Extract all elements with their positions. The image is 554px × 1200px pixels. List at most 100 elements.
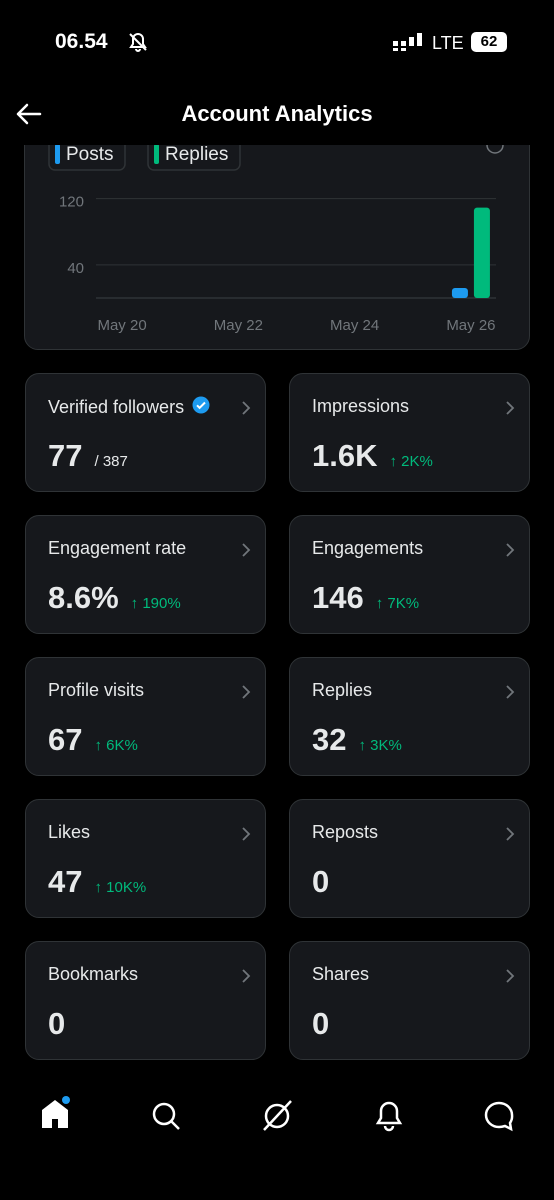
card-value: 0	[312, 1006, 329, 1042]
stat-card[interactable]: Bookmarks 0	[25, 941, 266, 1060]
card-value-text: 67	[48, 722, 83, 757]
chevron	[241, 968, 251, 989]
card-label-text: Likes	[48, 822, 91, 842]
stat-card[interactable]: Engagement rate 8.6% ↑ 190%	[25, 515, 266, 634]
card-value: 67 ↑ 6K%	[48, 722, 138, 758]
chevron	[505, 400, 515, 421]
card-label-text: Engagement rate	[48, 538, 187, 558]
card-label-text: Bookmarks	[48, 964, 139, 984]
chevron	[505, 542, 515, 563]
home-tab[interactable]	[42, 1096, 70, 1128]
card-label-text: Shares	[312, 964, 370, 984]
card-value-text: 1.6K	[312, 438, 378, 473]
stat-card[interactable]: Impressions 1.6K ↑ 2K%	[289, 373, 530, 492]
card-label-text: Profile visits	[48, 680, 145, 700]
chevron	[505, 826, 515, 847]
card-value-text: 8.6%	[48, 580, 119, 615]
card-label: Shares	[312, 964, 369, 985]
legend-item	[148, 138, 240, 170]
card-label: Likes	[48, 822, 90, 843]
notifications-tab[interactable]	[375, 1101, 403, 1132]
card-value: 0	[48, 1006, 65, 1042]
x-tick-label: May 22	[214, 317, 263, 334]
card-value: 32 ↑ 3K%	[312, 722, 402, 758]
card-change: ↑ 7K%	[375, 595, 420, 612]
legend-item	[49, 138, 125, 170]
stat-card[interactable]: Likes 47 ↑ 10K%	[25, 799, 266, 918]
y-tick-label: 40	[67, 260, 84, 277]
card-label: Reposts	[312, 822, 378, 843]
card-total: / 387	[94, 453, 128, 470]
card-value-text: 32	[312, 722, 347, 757]
chart-card	[24, 110, 530, 350]
card-value-text: 0	[48, 1006, 66, 1041]
stat-card[interactable]: Reposts 0	[289, 799, 530, 918]
stat-card[interactable]: Replies 32 ↑ 3K%	[289, 657, 530, 776]
legend-swatch	[55, 144, 60, 164]
x-tick-label: May 20	[97, 317, 146, 334]
card-label-text: Impressions	[312, 396, 410, 416]
legend-swatch	[154, 144, 159, 164]
legend: Posts Replies	[0, 138, 554, 178]
card-label: Engagements	[312, 538, 423, 559]
network-label: LTE	[432, 33, 464, 53]
card-label: Engagement rate	[48, 538, 186, 559]
y-tick-label: 120	[59, 194, 84, 211]
chevron	[505, 684, 515, 705]
status-time: 06.54	[55, 30, 108, 53]
signal-icon	[393, 33, 422, 51]
chart: 40 120 May 20 May 22 May 24 May 26	[59, 136, 504, 334]
legend-label: Posts	[66, 144, 114, 165]
chevron	[505, 968, 515, 989]
stat-card[interactable]: Shares 0	[289, 941, 530, 1060]
card-label: Impressions	[312, 396, 409, 417]
stat-card[interactable]: Engagements 146 ↑ 7K%	[289, 515, 530, 634]
grok-tab[interactable]	[263, 1100, 292, 1131]
card-change: ↑ 6K%	[94, 737, 138, 754]
card-label: Replies	[312, 680, 372, 701]
card-label-text: Engagements	[312, 538, 424, 558]
card-label-text: Reposts	[312, 822, 379, 842]
x-tick-label: May 26	[446, 317, 495, 334]
card-label: Profile visits	[48, 680, 144, 701]
bar	[473, 207, 490, 298]
messages-tab[interactable]	[484, 1101, 514, 1132]
card-value-text: 146	[312, 580, 364, 615]
mute-icon	[129, 32, 147, 52]
card-change: ↑ 2K%	[389, 453, 433, 470]
stat-card[interactable]: Verified followers 77 / 387	[25, 373, 266, 492]
verified-badge	[192, 396, 210, 419]
bar	[451, 288, 468, 298]
chevron	[241, 542, 251, 563]
header-bg	[0, 0, 554, 145]
card-value-text: 0	[312, 864, 330, 899]
card-value: 8.6% ↑ 190%	[48, 580, 181, 616]
card-label: Bookmarks	[48, 964, 138, 985]
chevron	[241, 826, 251, 847]
search-tab[interactable]	[152, 1102, 180, 1130]
stat-card[interactable]: Profile visits 67 ↑ 6K%	[25, 657, 266, 776]
legend-label: Replies	[165, 144, 228, 165]
card-change: ↑ 10K%	[94, 879, 147, 896]
card-label-text: Replies	[312, 680, 373, 700]
card-change: ↑ 3K%	[358, 737, 402, 754]
card-value: 146 ↑ 7K%	[312, 580, 419, 616]
back-button[interactable]	[14, 100, 44, 128]
card-value-text: 77	[48, 438, 83, 473]
card-label: Verified followers	[48, 396, 210, 419]
x-tick-label: May 24	[330, 317, 379, 334]
card-change: ↑ 190%	[130, 595, 181, 612]
bottom-nav	[42, 1096, 514, 1132]
card-value: 0	[312, 864, 329, 900]
card-value: 1.6K ↑ 2K%	[312, 438, 433, 474]
card-value-text: 47	[48, 864, 83, 899]
battery: 62	[471, 32, 507, 52]
card-value: 47 ↑ 10K%	[48, 864, 146, 900]
page-title: Account Analytics	[181, 101, 373, 126]
card-value-text: 0	[312, 1006, 330, 1041]
card-label-text: Verified followers	[48, 397, 185, 417]
chevron	[241, 400, 251, 421]
card-value: 77 / 387	[48, 438, 128, 474]
chevron	[241, 684, 251, 705]
